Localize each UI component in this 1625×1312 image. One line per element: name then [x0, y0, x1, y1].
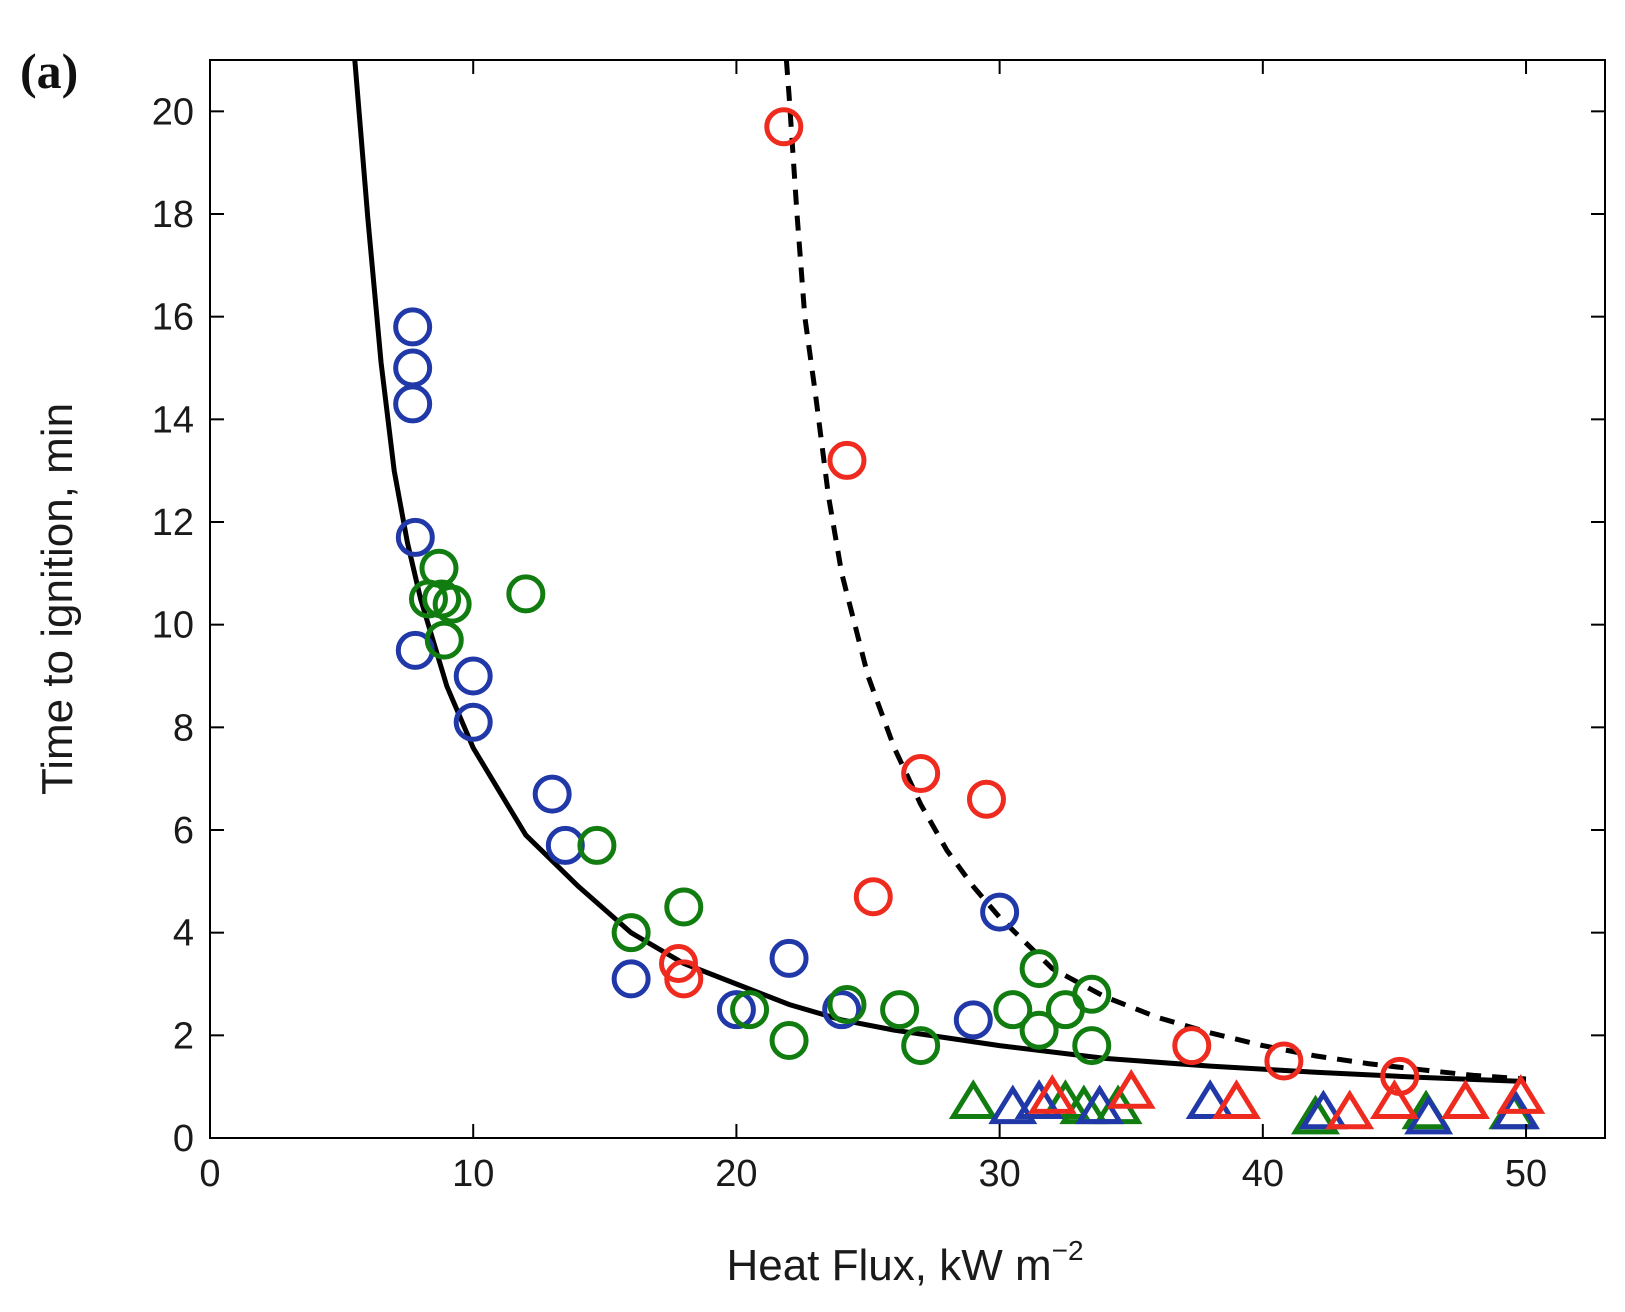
x-tick-label: 0: [199, 1153, 220, 1195]
blue-circle-point: [980, 892, 1020, 932]
y-tick-label: 8: [173, 707, 194, 749]
y-tick-label: 2: [173, 1015, 194, 1057]
y-tick-label: 14: [152, 399, 194, 441]
red-triangle-point: [1027, 1074, 1077, 1114]
x-axis-title-text: Heat Flux, kW m: [726, 1241, 1051, 1290]
y-tick-label: 0: [173, 1118, 194, 1160]
red-circle-point: [966, 779, 1006, 819]
blue-circle-point: [453, 656, 493, 696]
green-circle-point: [1019, 1010, 1059, 1050]
green-circle-point: [611, 913, 651, 953]
green-circle-point: [408, 579, 448, 619]
y-tick-label: 4: [173, 913, 194, 955]
red-circle-point: [664, 959, 704, 999]
green-triangle-point: [948, 1079, 998, 1119]
x-tick-label: 30: [978, 1153, 1020, 1195]
red-circle-point: [1172, 1026, 1212, 1066]
y-tick-label: 20: [152, 91, 194, 133]
green-circle-point: [1019, 949, 1059, 989]
green-circle-point: [730, 990, 770, 1030]
green-circle-point: [993, 990, 1033, 1030]
green-circle-point: [424, 620, 464, 660]
red-triangle-point: [1325, 1089, 1375, 1130]
green-circle-point: [506, 574, 546, 614]
y-tick-label: 18: [152, 194, 194, 236]
red-triangle-point: [1212, 1079, 1261, 1119]
red-circle-point: [1264, 1041, 1304, 1081]
green-circle-point: [432, 584, 472, 624]
blue-triangle-point: [1298, 1089, 1348, 1130]
red-triangle-point: [1441, 1079, 1490, 1119]
red-triangle-point: [1496, 1074, 1546, 1114]
red-circle-point: [764, 107, 804, 147]
blue-circle-point: [393, 307, 433, 347]
blue-triangle-point: [988, 1084, 1038, 1125]
blue-circle-point: [453, 702, 493, 742]
x-tick-label: 40: [1242, 1153, 1284, 1195]
blue-triangle-point: [1014, 1079, 1064, 1119]
red-circle-point: [827, 440, 867, 480]
green-triangle-point: [1290, 1094, 1340, 1135]
red-triangle-point: [1106, 1069, 1156, 1109]
green-circle-point: [827, 985, 867, 1025]
blue-circle-point: [532, 774, 572, 814]
blue-circle-point: [611, 959, 651, 999]
y-tick-label: 16: [152, 297, 194, 339]
dashed-fit-curve: [783, 59, 1527, 1082]
y-tick-label: 12: [152, 502, 194, 544]
blue-circle-point: [395, 517, 435, 557]
x-axis-title-exponent: −2: [1052, 1235, 1084, 1266]
axis-ticks: 0 10 20 30 40 50 0 2 4 6 8 10 12 14 16 18 20: [152, 60, 1605, 1195]
blue-triangle-point: [1185, 1079, 1235, 1119]
red-circle-point: [853, 877, 893, 917]
blue-circle-point: [769, 938, 809, 978]
x-tick-label: 50: [1505, 1153, 1547, 1195]
plot-frame: [209, 59, 1606, 1139]
green-circle-point: [1072, 974, 1112, 1014]
red-circle-point: [901, 754, 941, 794]
y-tick-label: 6: [173, 810, 194, 852]
blue-circle-point: [953, 1000, 993, 1040]
blue-circle-point: [716, 990, 756, 1030]
blue-circle-point: [393, 348, 433, 388]
blue-circle-point: [545, 825, 585, 865]
panel-label: (a): [20, 43, 78, 99]
red-triangle-point: [1369, 1079, 1419, 1119]
green-circle-point: [577, 825, 617, 865]
green-circle-point: [664, 887, 704, 927]
y-tick-label: 10: [152, 605, 194, 647]
green-circle-point: [880, 990, 920, 1030]
green-circle-point: [1072, 1026, 1112, 1066]
solid-fit-curve: [352, 59, 1527, 1084]
blue-circle-point: [822, 990, 862, 1030]
fit-curves: [352, 59, 1527, 1084]
green-circle-point: [901, 1026, 941, 1066]
blue-triangle-point: [1404, 1094, 1454, 1135]
x-tick-label: 20: [715, 1153, 757, 1195]
x-axis-title: Heat Flux, kW m−2: [726, 1235, 1083, 1290]
blue-circle-point: [393, 384, 433, 424]
x-tick-label: 10: [452, 1153, 494, 1195]
green-circle-point: [769, 1020, 809, 1060]
data-markers: [393, 107, 1546, 1135]
y-axis-title: Time to ignition, min: [33, 403, 82, 795]
